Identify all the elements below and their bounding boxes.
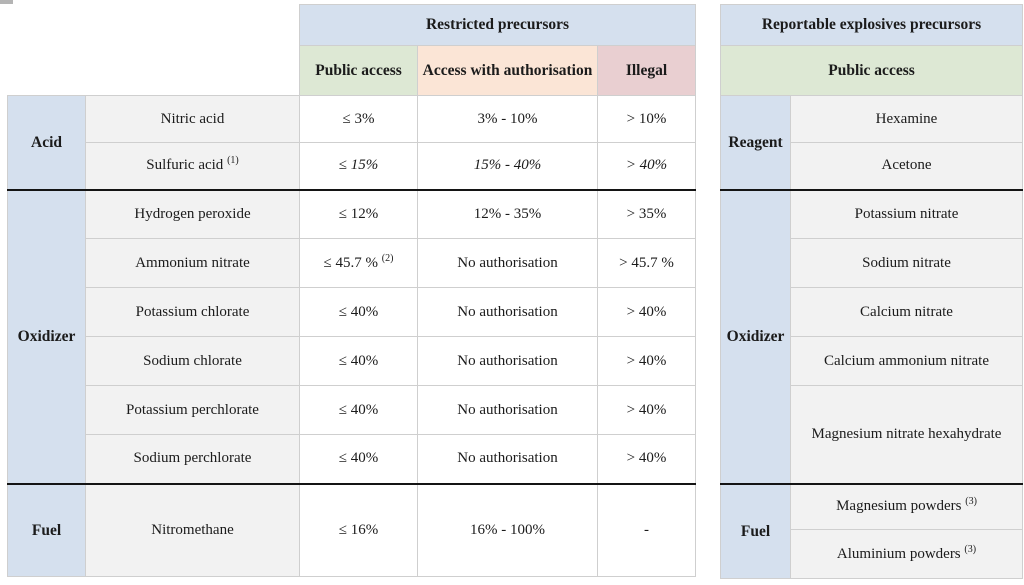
illegal-value: > 40% <box>597 287 696 337</box>
chemical-name: Sodium perchlorate <box>85 434 300 484</box>
authorisation-value: No authorisation <box>417 434 598 484</box>
category-fuel-right: Fuel <box>720 482 791 579</box>
footnote-marker: (3) <box>964 543 977 555</box>
chemical-name: Calcium nitrate <box>790 287 1023 337</box>
illegal-value: > 35% <box>597 188 696 239</box>
chemical-name: Ammonium nitrate <box>85 238 300 288</box>
illegal-value: > 40% <box>597 385 696 435</box>
chemical-name-text: Magnesium powders <box>836 498 962 515</box>
left-header-spacer <box>7 4 300 46</box>
footnote-marker: (1) <box>227 155 239 167</box>
category-fuel: Fuel <box>7 482 86 577</box>
left-table-title: Restricted precursors <box>299 4 696 46</box>
chemical-name-text: Nitric acid <box>160 110 225 127</box>
chemical-name-text: Calcium ammonium nitrate <box>824 352 989 369</box>
public-access-value: ≤ 12% <box>299 188 418 239</box>
authorisation-value: 16% - 100% <box>417 482 598 577</box>
chemical-name: Sulfuric acid (1) <box>85 142 300 190</box>
chemical-name: Potassium nitrate <box>790 188 1023 239</box>
public-access-value: ≤ 45.7 % (2) <box>299 238 418 288</box>
category-oxidizer-right: Oxidizer <box>720 188 791 484</box>
chemical-name-text: Ammonium nitrate <box>135 254 250 271</box>
chemical-name: Magnesium powders (3) <box>790 482 1023 530</box>
public-access-value: ≤ 40% <box>299 287 418 337</box>
public-access-value: ≤ 40% <box>299 385 418 435</box>
left-subheader-spacer <box>7 45 300 96</box>
chemical-name: Aluminium powders (3) <box>790 529 1023 579</box>
chemical-name-text: Sulfuric acid <box>146 157 224 174</box>
right-column-header-public-access: Public access <box>720 45 1023 96</box>
column-header-public-access: Public access <box>299 45 418 96</box>
public-access-value: ≤ 3% <box>299 95 418 143</box>
authorisation-value: 12% - 35% <box>417 188 598 239</box>
chemical-name: Nitromethane <box>85 482 300 577</box>
illegal-value: > 40% <box>597 336 696 386</box>
authorisation-value: 15% - 40% <box>417 142 598 190</box>
corner-artifact <box>0 0 13 4</box>
illegal-value: > 45.7 % <box>597 238 696 288</box>
footnote-marker: (3) <box>965 496 977 508</box>
authorisation-value: No authorisation <box>417 287 598 337</box>
chemical-name-text: Acetone <box>881 157 932 174</box>
public-access-value: ≤ 15% <box>299 142 418 190</box>
illegal-value: > 10% <box>597 95 696 143</box>
chemical-name-text: Magnesium nitrate hexahydrate <box>811 425 1002 442</box>
authorisation-value: No authorisation <box>417 385 598 435</box>
right-table-title: Reportable explosives precursors <box>720 4 1023 46</box>
chemical-name-text: Potassium perchlorate <box>126 401 259 418</box>
public-access-value: ≤ 40% <box>299 434 418 484</box>
public-access-value: ≤ 40% <box>299 336 418 386</box>
chemical-name-text: Sodium nitrate <box>862 254 951 271</box>
restricted-precursors-table: Restricted precursors Public access Acce… <box>7 4 696 577</box>
chemical-name: Calcium ammonium nitrate <box>790 336 1023 386</box>
category-oxidizer: Oxidizer <box>7 188 86 484</box>
chemical-name: Hydrogen peroxide <box>85 188 300 239</box>
chemical-name-text: Calcium nitrate <box>860 303 953 320</box>
column-header-illegal: Illegal <box>597 45 696 96</box>
chemical-name-text: Hexamine <box>875 110 938 127</box>
authorisation-value: No authorisation <box>417 238 598 288</box>
chemical-name: Hexamine <box>790 95 1023 143</box>
chemical-name: Magnesium nitrate hexahydrate <box>790 385 1023 484</box>
public-access-text: ≤ 45.7 % <box>323 254 379 271</box>
illegal-value: - <box>597 482 696 577</box>
chemical-name: Sodium chlorate <box>85 336 300 386</box>
illegal-value: > 40% <box>597 142 696 190</box>
footnote-marker: (2) <box>381 252 394 264</box>
category-acid: Acid <box>7 95 86 190</box>
reportable-precursors-table: Reportable explosives precursors Public … <box>720 4 1023 579</box>
chemical-name: Potassium chlorate <box>85 287 300 337</box>
chemical-name-text: Sodium perchlorate <box>133 450 252 467</box>
chemical-name-text: Hydrogen peroxide <box>134 205 251 222</box>
illegal-value: > 40% <box>597 434 696 484</box>
chemical-name-text: Potassium chlorate <box>135 303 250 320</box>
chemical-name-text: Potassium nitrate <box>854 205 959 222</box>
authorisation-value: 3% - 10% <box>417 95 598 143</box>
column-header-access-with-authorisation: Access with authorisation <box>417 45 598 96</box>
chemical-name: Potassium perchlorate <box>85 385 300 435</box>
chemical-name: Sodium nitrate <box>790 238 1023 288</box>
chemical-name: Nitric acid <box>85 95 300 143</box>
category-reagent: Reagent <box>720 95 791 190</box>
public-access-value: ≤ 16% <box>299 482 418 577</box>
chemical-name: Acetone <box>790 142 1023 190</box>
chemical-name-text: Sodium chlorate <box>143 352 242 369</box>
chemical-name-text: Nitromethane <box>151 521 234 538</box>
chemical-name-text: Aluminium powders <box>836 545 961 562</box>
authorisation-value: No authorisation <box>417 336 598 386</box>
